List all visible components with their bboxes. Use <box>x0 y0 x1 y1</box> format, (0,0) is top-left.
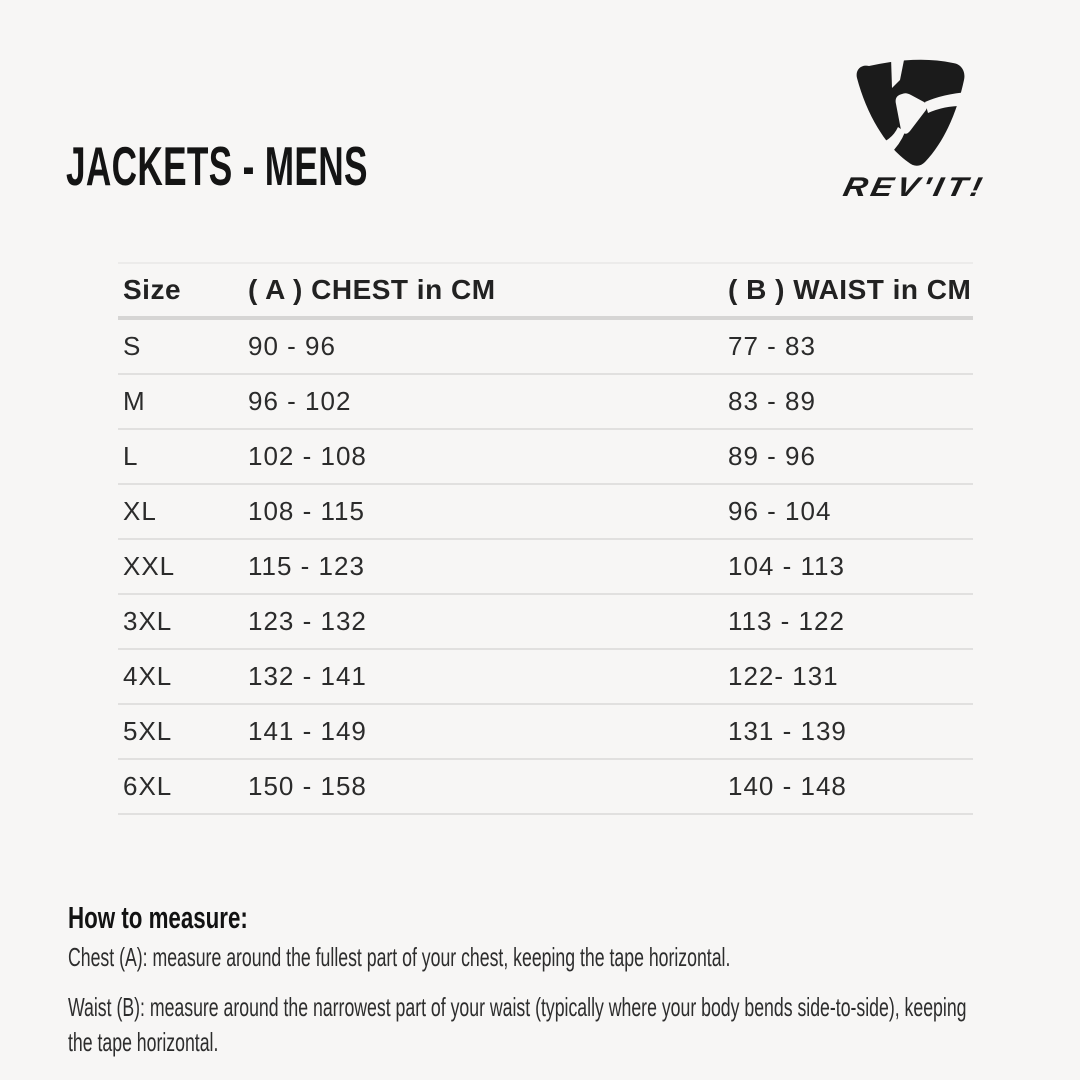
chest-instruction: Chest (A): measure around the fullest pa… <box>68 942 731 972</box>
waist-cell: 140 - 148 <box>728 771 847 801</box>
column-header-waist: ( B ) WAIST in CM <box>728 274 972 305</box>
waist-instruction: Waist (B): measure around the narrowest … <box>68 992 967 1057</box>
how-to-measure-heading: How to measure: <box>68 900 248 935</box>
waist-cell: 122- 131 <box>728 661 839 691</box>
size-cell: 3XL <box>123 606 173 636</box>
waist-cell: 89 - 96 <box>728 441 816 471</box>
brand-logo <box>848 50 988 200</box>
size-cell: 4XL <box>123 661 173 691</box>
table-row: S 90 - 96 77 - 83 <box>118 320 973 375</box>
table-row: L 102 - 108 89 - 96 <box>118 430 973 485</box>
waist-cell: 83 - 89 <box>728 386 816 416</box>
waist-cell: 113 - 122 <box>728 606 845 636</box>
chest-cell: 108 - 115 <box>248 496 365 526</box>
size-cell: S <box>123 331 142 361</box>
size-cell: 5XL <box>123 716 173 746</box>
chest-cell: 123 - 132 <box>248 606 367 636</box>
page-title: JACKETS - MENS <box>66 135 368 197</box>
size-cell: XL <box>123 496 157 526</box>
chest-cell: 141 - 149 <box>248 716 367 746</box>
size-table-body: S 90 - 96 77 - 83 M 96 - 102 83 - 89 L 1… <box>118 320 973 815</box>
waist-cell: 131 - 139 <box>728 716 847 746</box>
revit-shield-icon <box>856 55 968 166</box>
waist-cell: 96 - 104 <box>728 496 832 526</box>
waist-cell: 104 - 113 <box>728 551 845 581</box>
table-row: XL 108 - 115 96 - 104 <box>118 485 973 540</box>
chest-cell: 115 - 123 <box>248 551 365 581</box>
chest-cell: 150 - 158 <box>248 771 367 801</box>
chest-cell: 96 - 102 <box>248 386 352 416</box>
table-row: 6XL 150 - 158 140 - 148 <box>118 760 973 815</box>
brand-wordmark: REV'IT! <box>840 172 989 202</box>
size-table-header: Size ( A ) CHEST in CM ( B ) WAIST in CM <box>118 262 973 320</box>
column-header-chest: ( A ) CHEST in CM <box>248 274 496 305</box>
size-cell: 6XL <box>123 771 173 801</box>
size-cell: L <box>123 441 139 471</box>
table-row: 3XL 123 - 132 113 - 122 <box>118 595 973 650</box>
size-cell: XXL <box>123 551 176 581</box>
chest-cell: 132 - 141 <box>248 661 367 691</box>
size-table: Size ( A ) CHEST in CM ( B ) WAIST in CM… <box>118 262 973 815</box>
column-header-size: Size <box>123 274 182 305</box>
chest-cell: 90 - 96 <box>248 331 336 361</box>
table-row: M 96 - 102 83 - 89 <box>118 375 973 430</box>
size-cell: M <box>123 386 146 416</box>
chest-cell: 102 - 108 <box>248 441 367 471</box>
table-row: XXL 115 - 123 104 - 113 <box>118 540 973 595</box>
table-row: 4XL 132 - 141 122- 131 <box>118 650 973 705</box>
table-row: 5XL 141 - 149 131 - 139 <box>118 705 973 760</box>
waist-cell: 77 - 83 <box>728 331 816 361</box>
